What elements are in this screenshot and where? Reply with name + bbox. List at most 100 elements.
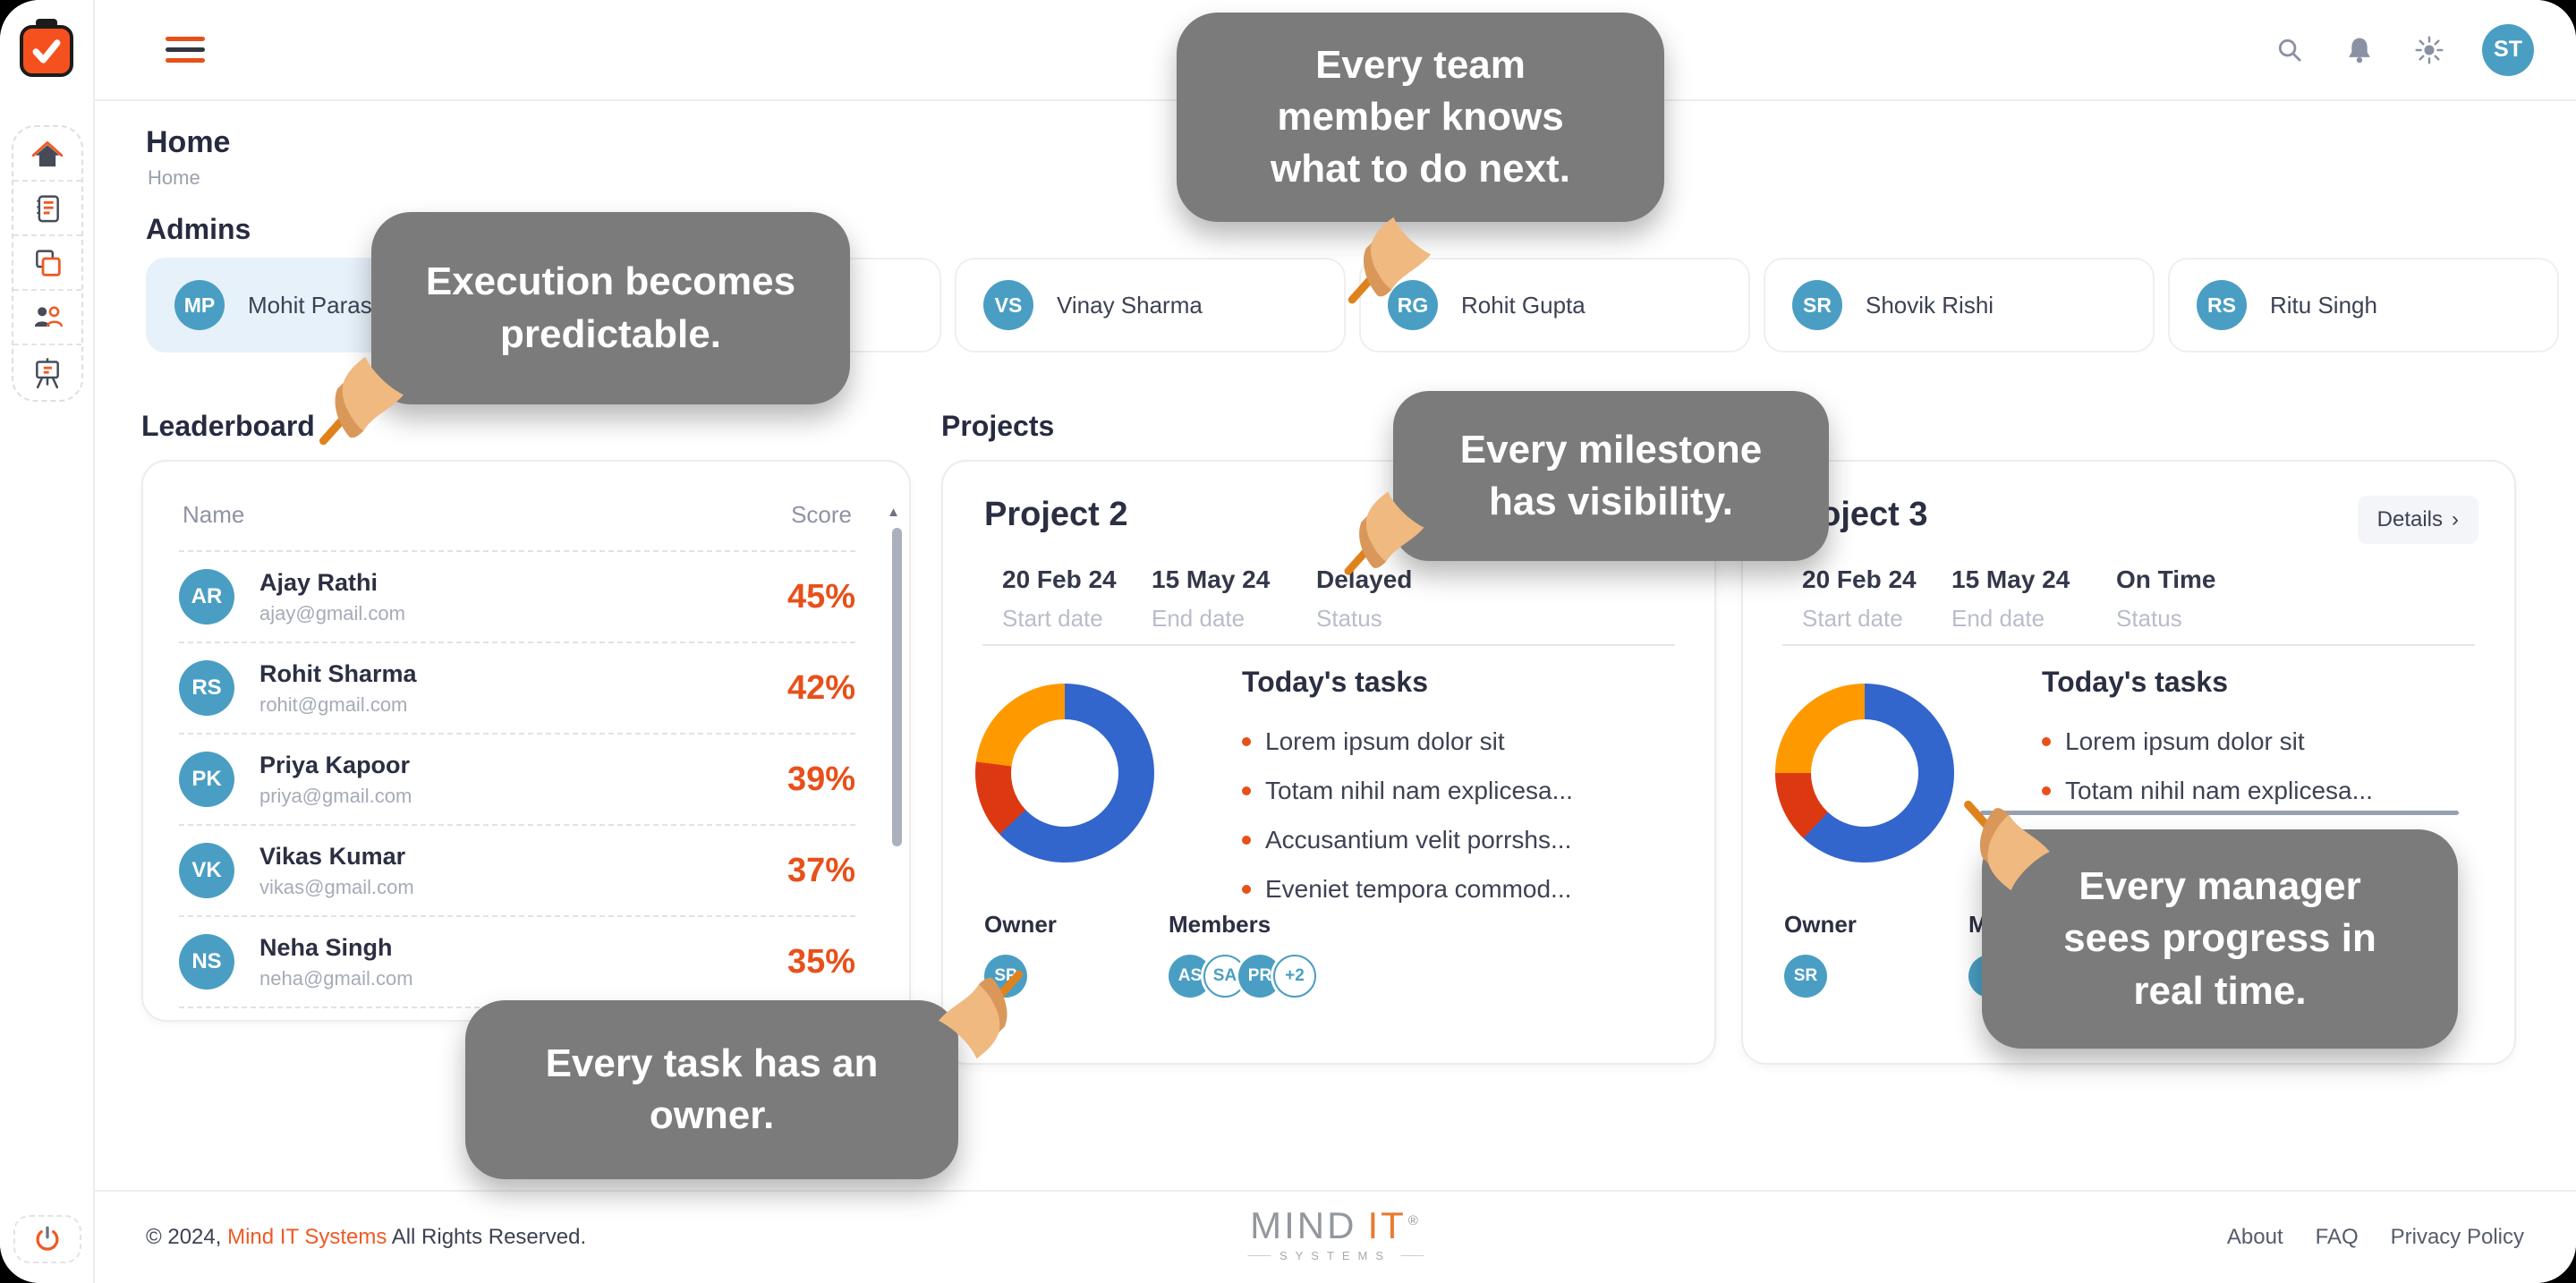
chevron-right-icon: › (2452, 507, 2459, 531)
pushpin-icon (319, 356, 404, 446)
member-name: Vikas Kumar (259, 842, 406, 870)
admin-card[interactable]: SR Shovik Rishi (1764, 258, 2155, 353)
status-label: Status (1316, 605, 1382, 632)
column-score: Score (791, 501, 852, 528)
top-bar-actions: ST (2273, 23, 2534, 76)
projects-copy-icon (36, 249, 61, 276)
avatar: PK (179, 752, 234, 807)
search-icon[interactable] (2273, 33, 2307, 67)
bullet-icon (2042, 786, 2051, 795)
project-title: Project 2 (984, 496, 1128, 533)
theme-toggle-sun-icon[interactable] (2412, 33, 2446, 67)
leaderboard-row[interactable]: AR Ajay Rathi ajay@gmail.com 45% (179, 552, 855, 643)
avatar: RS (2197, 280, 2247, 330)
task-item: Accusantium velit porrshs... (1242, 826, 1689, 854)
start-date-value: 20 Feb 24 (1802, 565, 1917, 593)
sidebar-item-tasks[interactable] (13, 182, 81, 236)
leaderboard-heading: Leaderboard (141, 410, 315, 442)
bullet-icon (1242, 836, 1251, 845)
avatar: MP (174, 280, 225, 330)
tooltip-execution: Execution becomes predictable. (371, 212, 850, 404)
avatar: RG (1388, 280, 1438, 330)
leaderboard-row[interactable]: NS Neha Singh neha@gmail.com 35% (179, 917, 855, 1008)
column-name: Name (183, 501, 245, 528)
scrollbar-up-arrow[interactable]: ▲ (887, 505, 900, 520)
task-item: Totam nihil nam explicesa... (2042, 777, 2489, 805)
member-score: 42% (786, 668, 855, 707)
leaderboard-columns: Name Score (179, 501, 855, 552)
details-button[interactable]: Details › (2357, 496, 2478, 544)
start-date-value: 20 Feb 24 (1002, 565, 1117, 593)
leaderboard-row[interactable]: VK Vikas Kumar vikas@gmail.com 37% (179, 826, 855, 917)
footer-link-about[interactable]: About (2226, 1225, 2283, 1249)
owner-label: Owner (1784, 911, 1857, 938)
leaderboard-row[interactable]: RS Rohit Sharma rohit@gmail.com 42% (179, 643, 855, 735)
tasks-donut-chart (1775, 684, 1954, 862)
brand-link[interactable]: Mind IT Systems (227, 1225, 387, 1249)
member-score: 39% (786, 760, 855, 798)
logout-button[interactable] (13, 1215, 81, 1263)
sidebar-item-home[interactable] (13, 127, 81, 182)
tasks-notebook-icon (37, 194, 59, 222)
task-item: Lorem ipsum dolor sit (2042, 727, 2489, 756)
footer-link-faq[interactable]: FAQ (2315, 1225, 2359, 1249)
bullet-icon (1242, 786, 1251, 795)
avatar: SR (1792, 280, 1842, 330)
logo-check-icon (32, 39, 61, 64)
divider (1782, 644, 2475, 646)
sidebar-nav (12, 125, 83, 402)
member-name: Priya Kapoor (259, 751, 411, 778)
sidebar (0, 0, 95, 1283)
status-label: Status (2116, 605, 2182, 632)
admin-name: Ritu Singh (2270, 291, 2377, 319)
owner-block: Owner SR (1784, 911, 1857, 998)
admin-name: Shovik Rishi (1866, 291, 1994, 319)
footer-links: About FAQ Privacy Policy (2227, 1225, 2524, 1250)
leaderboard-row[interactable]: PK Priya Kapoor priya@gmail.com 39% (179, 735, 855, 826)
user-avatar[interactable]: ST (2482, 23, 2534, 76)
admins-heading: Admins (146, 213, 251, 245)
admin-card[interactable]: VS Vinay Sharma (955, 258, 1346, 353)
owner-avatar: SR (1784, 955, 1827, 998)
task-item: Totam nihil nam explicesa... (1242, 777, 1689, 805)
leaderboard-card: Name Score AR Ajay Rathi ajay@gmail.com 4… (141, 460, 911, 1022)
sidebar-item-projects[interactable] (13, 236, 81, 291)
bullet-icon (2042, 737, 2051, 746)
tasks-scrollbar[interactable] (1980, 811, 2459, 815)
menu-button[interactable] (166, 37, 205, 63)
notifications-bell-icon[interactable] (2342, 33, 2376, 67)
member-avatar: PR (1238, 955, 1281, 998)
tooltip-milestone: Every milestone has visibility. (1393, 391, 1829, 561)
status-value: Delayed (1316, 565, 1413, 593)
tasks-donut-chart (975, 684, 1154, 862)
member-score: 45% (786, 577, 855, 616)
admin-card[interactable]: RS Ritu Singh (2168, 258, 2559, 353)
admin-card[interactable]: RG Rohit Gupta (1359, 258, 1750, 353)
member-name: Neha Singh (259, 933, 393, 961)
team-users-icon (34, 306, 64, 327)
footer: © 2024, Mind IT Systems All Rights Reser… (95, 1190, 2576, 1283)
breadcrumb: Home (148, 166, 200, 189)
admin-name: Vinay Sharma (1057, 291, 1203, 319)
start-date-label: Start date (1002, 605, 1103, 632)
page-title: Home (146, 125, 231, 159)
avatar: AR (179, 569, 234, 625)
avatar: VS (983, 280, 1033, 330)
pushpin-icon (1348, 217, 1432, 304)
member-name: Ajay Rathi (259, 568, 378, 596)
copyright: © 2024, Mind IT Systems All Rights Reser… (146, 1225, 587, 1249)
scrollbar-thumb[interactable] (892, 528, 902, 846)
member-email: vikas@gmail.com (259, 875, 414, 898)
board-easel-icon (36, 357, 59, 388)
tooltip-team-member: Every team member knows what to do next. (1177, 13, 1664, 222)
bullet-icon (1242, 885, 1251, 894)
member-email: rohit@gmail.com (259, 692, 408, 716)
tooltip-task-owner: Every task has an owner. (465, 1000, 958, 1179)
sidebar-item-team[interactable] (13, 291, 81, 345)
footer-link-privacy[interactable]: Privacy Policy (2390, 1225, 2524, 1249)
avatar: VK (179, 843, 234, 898)
members-more-badge[interactable]: +2 (1273, 955, 1316, 998)
pushpin-icon (938, 970, 1024, 1059)
sidebar-item-board[interactable] (13, 345, 81, 400)
member-name: Rohit Sharma (259, 659, 417, 687)
